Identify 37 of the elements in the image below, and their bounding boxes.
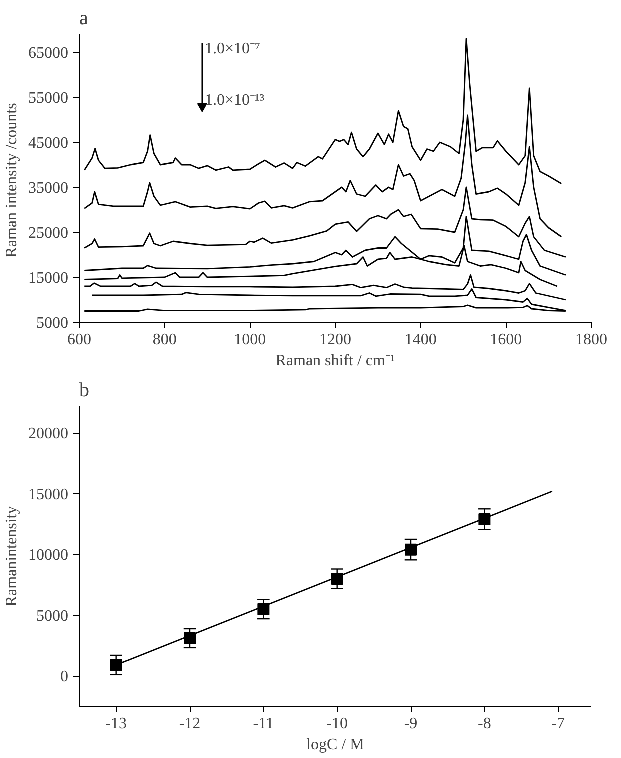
x-tick-label: -8 xyxy=(478,716,492,732)
x-tick-label: 1400 xyxy=(404,332,437,348)
x-tick-label: 1800 xyxy=(576,332,608,348)
x-tick-label: -7 xyxy=(552,716,566,732)
line-series xyxy=(84,274,567,301)
x-tick-label: -9 xyxy=(404,716,418,732)
y-tick-label: 20000 xyxy=(28,426,68,443)
y-tick-label: 5000 xyxy=(36,608,68,625)
y-tick-label: 10000 xyxy=(28,547,68,564)
chart-title: a xyxy=(80,8,88,30)
x-tick-label: 800 xyxy=(152,332,177,348)
y-tick-label: 35000 xyxy=(28,180,68,197)
line-series xyxy=(84,186,567,258)
y-tick-label: 15000 xyxy=(28,270,68,287)
x-tick-label: 1600 xyxy=(490,332,522,348)
y-tick-label: 65000 xyxy=(28,45,68,62)
y-tick-label: 25000 xyxy=(28,225,68,242)
chart-title: b xyxy=(80,380,90,402)
annotation: 1.0×10⁻¹³ xyxy=(204,92,265,110)
x-tick-label: -11 xyxy=(253,716,274,732)
y-tick-label: 5000 xyxy=(36,315,68,332)
y-tick-label: 45000 xyxy=(28,135,68,152)
y-axis-title: Raman intensity /counts xyxy=(4,103,20,258)
y-tick-label: 55000 xyxy=(28,90,68,107)
y-tick-label: 0 xyxy=(60,668,68,686)
x-tick-label: 1200 xyxy=(320,332,352,348)
y-tick-label: 15000 xyxy=(28,486,68,504)
point xyxy=(110,659,122,672)
x-axis-title: logC / M xyxy=(306,736,364,754)
x-tick-label: -12 xyxy=(179,716,201,732)
x-tick-label: 1000 xyxy=(234,332,266,348)
x-tick-label: -10 xyxy=(326,716,348,732)
x-axis-title: Raman shift / cm⁻¹ xyxy=(276,352,396,370)
x-tick-label: 600 xyxy=(68,332,92,348)
x-tick-label: -13 xyxy=(106,716,127,732)
y-axis-title: Ramanintensity xyxy=(4,506,20,607)
annotation: 1.0×10⁻⁷ xyxy=(204,40,261,58)
